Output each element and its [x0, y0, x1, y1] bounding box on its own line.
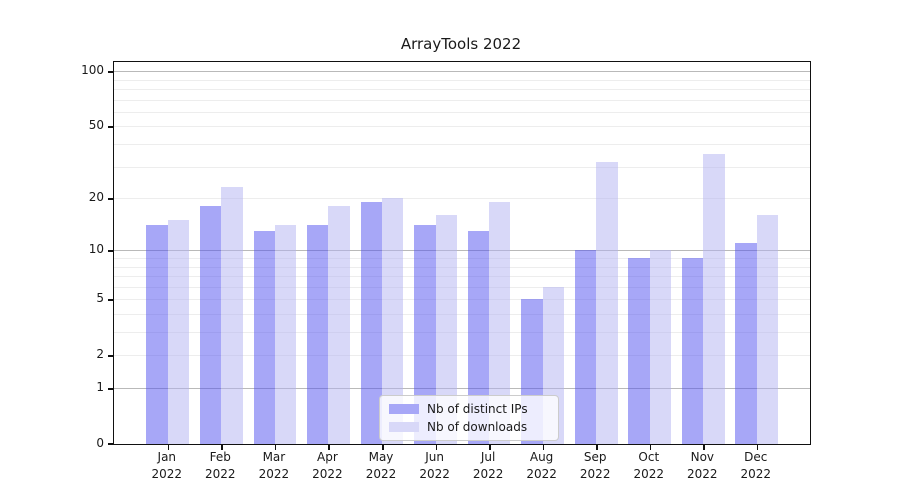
x-tick-mark-apr [328, 445, 330, 450]
bar-nb-of-downloads-dec [756, 215, 779, 444]
y-tick-mark-10 [108, 250, 113, 252]
x-tick-label-mar: Mar 2022 [258, 450, 290, 481]
bar-nb-of-downloads-jun [435, 215, 457, 444]
legend-label-nb-of-distinct-ips: Nb of distinct IPs [427, 402, 528, 416]
y-tick-mark-1 [108, 388, 113, 390]
gridline-minor-6 [114, 286, 810, 288]
x-tick-mark-nov [703, 445, 705, 450]
x-tick-label-apr: Apr 2022 [312, 450, 343, 481]
x-tick-label-oct: Oct 2022 [633, 450, 665, 481]
x-axis-labels: Jan 2022 Feb 2022 Mar 2022 Apr 2022 May 2022 Jun 20… [113, 449, 809, 489]
bar-nb-of-distinct-ips-mar [253, 230, 275, 444]
bar-nb-of-downloads-nov [703, 154, 725, 444]
x-tick-label-sep: Sep 2022 [579, 450, 611, 481]
chart-title: ArrayTools 2022 [400, 35, 522, 53]
y-tick-label-10: 10 [88, 242, 104, 257]
y-tick-mark-20 [108, 198, 113, 200]
gridline-minor-50 [114, 126, 810, 128]
bar-nb-of-distinct-ips-feb [199, 206, 222, 444]
gridline-major-100 [114, 71, 810, 73]
y-tick-mark-50 [108, 126, 113, 128]
gridline-minor-90 [114, 79, 810, 81]
bar-nb-of-distinct-ips-jul [467, 230, 490, 444]
bar-nb-of-downloads-feb [221, 187, 243, 444]
x-tick-mark-sep [596, 445, 598, 450]
y-axis-labels: 100 50 20 10 5 2 1 0 [0, 61, 104, 450]
bar-nb-of-downloads-apr [328, 206, 350, 444]
x-tick-mark-jan [167, 445, 170, 450]
x-tick-label-jan: Jan 2022 [151, 450, 183, 481]
bar-nb-of-distinct-ips-jun [414, 225, 436, 444]
gridline-minor-4 [114, 313, 810, 315]
x-tick-mark-mar [274, 445, 277, 450]
y-tick-label-50: 50 [88, 118, 104, 133]
bar-nb-of-distinct-ips-may [360, 201, 382, 444]
x-tick-mark-jun [435, 445, 438, 450]
gridline-minor-3 [114, 332, 810, 333]
x-tick-mark-feb [221, 445, 223, 450]
y-tick-mark-2 [108, 355, 113, 357]
y-tick-mark-0 [108, 443, 113, 445]
bar-nb-of-downloads-mar [274, 225, 297, 444]
gridline-major-1 [114, 388, 810, 389]
y-tick-mark-100 [108, 71, 113, 73]
gridline-minor-30 [114, 166, 810, 168]
bar-nb-of-distinct-ips-jan [146, 225, 168, 444]
legend-entry-nb-of-distinct-ips: Nb of distinct IPs [389, 402, 549, 416]
bar-nb-of-downloads-oct [649, 250, 672, 444]
gridline-minor-5 [114, 299, 810, 301]
x-tick-label-may: May 2022 [365, 450, 397, 481]
gridline-minor-2 [114, 355, 810, 357]
y-tick-mark-5 [108, 299, 113, 301]
gridline-minor-9 [114, 257, 810, 259]
x-tick-label-aug: Aug 2022 [526, 450, 557, 481]
bar-nb-of-downloads-may [382, 198, 404, 444]
bar-nb-of-downloads-jan [167, 220, 190, 444]
bar-nb-of-distinct-ips-oct [628, 257, 650, 444]
bar-nb-of-distinct-ips-apr [307, 225, 329, 444]
bar-nb-of-distinct-ips-nov [681, 257, 704, 444]
bar-nb-of-distinct-ips-sep [574, 250, 597, 444]
x-tick-mark-dec [756, 445, 759, 450]
x-tick-mark-may [382, 445, 384, 450]
bar-nb-of-downloads-sep [596, 161, 618, 444]
gridline-minor-8 [114, 266, 810, 268]
plot-area: Nb of distinct IPs Nb of downloads [108, 61, 811, 450]
gridline-major-10 [114, 250, 810, 252]
gridline-minor-60 [114, 111, 810, 113]
gridline-minor-80 [114, 88, 810, 90]
bar-nb-of-distinct-ips-dec [735, 243, 757, 444]
legend-label-nb-of-downloads: Nb of downloads [427, 420, 528, 434]
gridline-minor-7 [114, 276, 810, 277]
x-tick-mark-jul [489, 445, 491, 450]
x-tick-mark-aug [542, 445, 545, 450]
y-tick-label-1: 1 [96, 380, 104, 394]
legend-swatch-nb-of-downloads [389, 422, 419, 432]
x-tick-label-feb: Feb 2022 [205, 450, 236, 481]
legend-entry-nb-of-downloads: Nb of downloads [389, 420, 549, 434]
gridline-minor-70 [114, 99, 810, 101]
x-tick-label-dec: Dec 2022 [740, 450, 772, 481]
bar-nb-of-downloads-jul [489, 201, 511, 444]
x-tick-mark-oct [649, 445, 652, 450]
y-tick-label-5: 5 [96, 291, 104, 306]
y-tick-label-0: 0 [96, 436, 104, 450]
y-tick-label-100: 100 [81, 63, 104, 78]
gridline-minor-20 [114, 198, 810, 199]
x-tick-label-jun: Jun 2022 [419, 450, 450, 481]
legend-swatch-nb-of-distinct-ips [389, 404, 419, 414]
x-tick-label-nov: Nov 2022 [687, 450, 718, 481]
x-tick-label-jul: Jul 2022 [472, 450, 504, 481]
gridline-minor-40 [114, 143, 810, 145]
y-tick-label-2: 2 [96, 347, 104, 362]
legend: Nb of distinct IPs Nb of downloads [379, 395, 559, 441]
y-tick-label-20: 20 [88, 190, 104, 204]
